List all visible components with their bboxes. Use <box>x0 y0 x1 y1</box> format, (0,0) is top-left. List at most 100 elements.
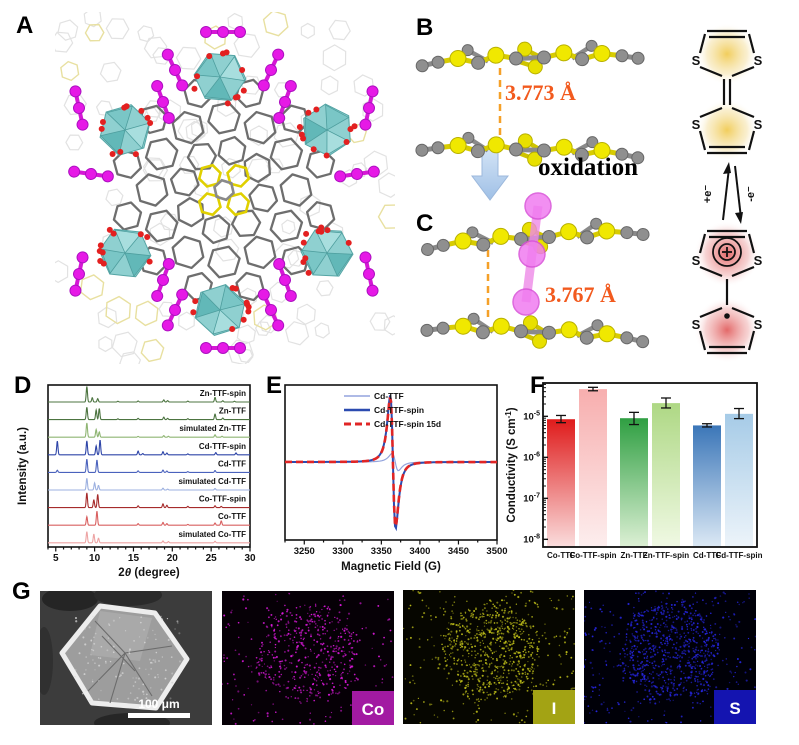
crystal-cracks <box>87 620 173 704</box>
pxrd-trace <box>48 511 250 526</box>
pxrd-trace <box>48 422 250 438</box>
element-badge-s: S <box>729 699 740 718</box>
pxrd-trace-label: simulated Co-TTF <box>178 530 246 539</box>
bar-category-label: Co-TTF <box>547 551 575 560</box>
pxrd-chart: Zn-TTF-spin Zn-TTF simulated Zn-TTF Cd-TTF-… <box>17 384 256 579</box>
x-axis: 5 10 15 20 25 30 <box>47 547 256 564</box>
svg-text:10-8: 10-8 <box>523 533 540 545</box>
forward-electron-label: +e⁻ <box>702 185 714 204</box>
svg-text:3250: 3250 <box>294 546 315 557</box>
sulfur-label: S <box>754 117 763 132</box>
sulfur-label: S <box>754 53 763 68</box>
bar-category-label: Cd-TTF <box>693 551 721 560</box>
error-bar <box>702 423 712 428</box>
triiodide-guest <box>512 192 552 316</box>
neutral-ring-glow <box>696 23 758 85</box>
triiodide-chain <box>151 80 175 124</box>
pxrd-trace <box>48 407 250 421</box>
bar-Co-TTF <box>547 419 575 547</box>
svg-text:25: 25 <box>206 553 218 564</box>
svg-text:Cd-TTF: Cd-TTF <box>374 391 404 401</box>
bar-category-label: Co-TTF-spin <box>569 551 616 560</box>
pxrd-traces <box>48 386 250 544</box>
svg-text:10-5: 10-5 <box>523 410 540 422</box>
pxrd-trace <box>48 386 250 403</box>
legend: Cd-TTF Cd-TTF-spin Cd-TTF-spin 15d <box>344 391 441 429</box>
y-axis-label: Conductivity (S cm-1) <box>504 407 518 522</box>
sulfur-label: S <box>692 317 701 332</box>
triiodide-chain <box>161 288 189 332</box>
crystal-structure-image <box>55 12 395 364</box>
svg-text:Cd-TTF-spin 15d: Cd-TTF-spin 15d <box>374 419 441 429</box>
ttf-redox-scheme: S S S S +e⁻ -e⁻ S S S S <box>692 23 763 363</box>
sulfur-label: S <box>692 253 701 268</box>
neutral-ring-glow <box>696 99 758 161</box>
svg-text:Cd-TTF-spin: Cd-TTF-spin <box>374 405 424 415</box>
panel-label-g: G <box>12 578 31 605</box>
x-axis-label: Magnetic Field (G) <box>341 561 441 573</box>
triiodide-chain <box>273 80 297 124</box>
svg-text:3350: 3350 <box>371 546 392 557</box>
svg-text:20: 20 <box>167 553 179 564</box>
svg-text:3300: 3300 <box>332 546 353 557</box>
metal-cluster <box>300 224 354 277</box>
pxrd-trace-label: Cd-TTF-spin <box>199 442 246 451</box>
sulfur-label: S <box>754 317 763 332</box>
error-bar <box>629 411 639 426</box>
epr-chart: Cd-TTF Cd-TTF-spin Cd-TTF-spin 15d 3250 3300… <box>284 384 508 573</box>
eds-map-s: S <box>584 590 756 724</box>
sulfur-label: S <box>692 117 701 132</box>
pxrd-trace <box>48 492 250 509</box>
bar-Cd-TTF <box>693 425 721 547</box>
x-axis: 3250 3300 3350 3400 3450 3500 <box>284 540 508 557</box>
metal-cluster <box>190 284 252 336</box>
panel-label-c: C <box>416 210 434 237</box>
triiodide-chain <box>334 165 380 183</box>
ttf-molecule <box>415 39 645 75</box>
x-axis-label: 2θ (degree) <box>118 567 180 579</box>
ttf-molecule <box>415 131 645 167</box>
panel-label-e: E <box>266 372 283 399</box>
svg-text:3450: 3450 <box>448 546 469 557</box>
scale-bar <box>128 713 190 718</box>
bar-category-label: Zn-TTF-spin <box>643 551 689 560</box>
neutral-ttf-structure <box>698 29 756 155</box>
metal-cluster <box>296 103 358 159</box>
triiodide-chain <box>161 48 189 92</box>
eds-map-i: I <box>403 590 575 724</box>
pxrd-trace-label: Co-TTF <box>218 512 246 521</box>
triiodide-chain <box>151 258 175 302</box>
error-bar <box>661 397 671 409</box>
svg-text:3400: 3400 <box>409 546 430 557</box>
svg-text:10-6: 10-6 <box>523 451 540 463</box>
pxrd-trace-label: Cd-TTF <box>218 459 246 468</box>
pxrd-trace-label: Co-TTF-spin <box>199 495 246 504</box>
oxidized-ttf-structure <box>698 229 756 355</box>
triiodide-chain <box>200 342 246 354</box>
ttf-core <box>197 163 251 217</box>
plot-frame <box>542 382 758 548</box>
sem-image: 100 μm <box>40 591 212 725</box>
pxrd-trace <box>48 478 250 491</box>
svg-text:30: 30 <box>244 553 256 564</box>
pi-distance-neutral: 3.773 Å <box>505 80 576 105</box>
sulfur-label: S <box>754 253 763 268</box>
triiodide-chain <box>359 85 379 131</box>
radical-cation-symbol <box>712 237 742 267</box>
svg-text:15: 15 <box>128 553 140 564</box>
element-badge-i: I <box>552 699 557 718</box>
y-axis-label: Intensity (a.u.) <box>17 427 29 505</box>
triiodide-chain <box>273 258 297 302</box>
ttf-molecule <box>420 312 650 349</box>
pxrd-trace-label: simulated Cd-TTF <box>178 477 246 486</box>
pxrd-trace <box>48 439 250 456</box>
bar-Co-TTF-spin <box>579 389 607 547</box>
equilibrium-arrows <box>722 162 743 224</box>
error-bar <box>734 407 744 420</box>
bar-Zn-TTF-spin <box>652 403 680 547</box>
epr-curve <box>285 395 497 532</box>
svg-text:3500: 3500 <box>486 546 507 557</box>
error-bar <box>588 386 598 392</box>
pxrd-trace-label: simulated Zn-TTF <box>179 424 246 433</box>
